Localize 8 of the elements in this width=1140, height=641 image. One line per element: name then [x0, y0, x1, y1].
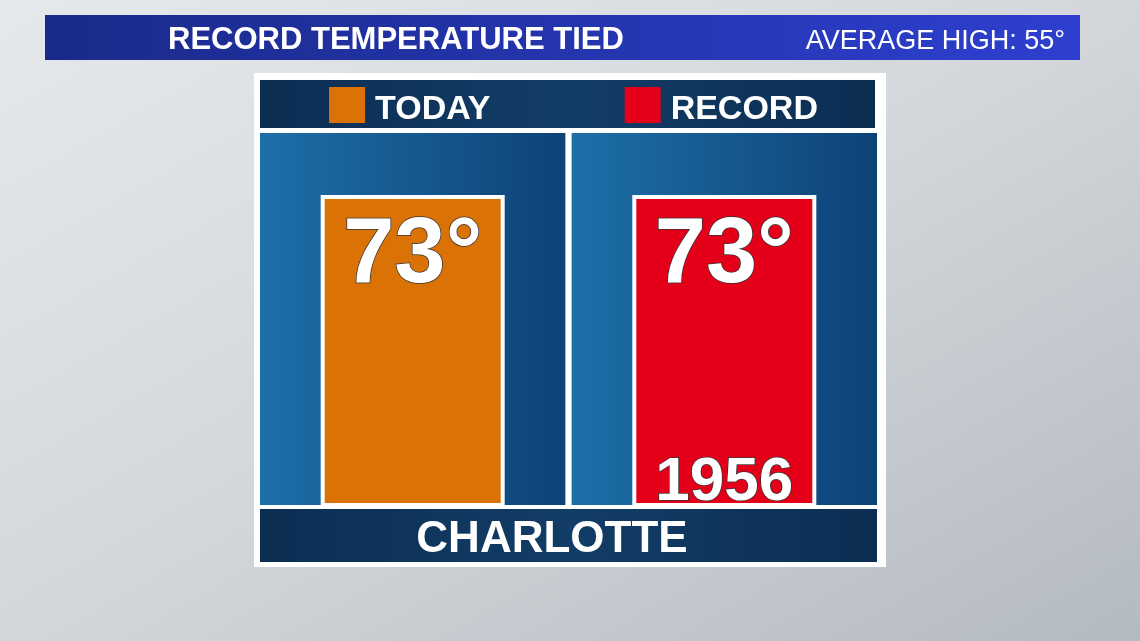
text: 1956 — [655, 444, 794, 513]
data-label: 73° — [654, 199, 794, 301]
x-tick-label: TODAY — [375, 88, 491, 126]
x-tick-label: RECORD — [670, 88, 818, 126]
data-label: 73° — [343, 199, 483, 301]
chart-title: RECORD TEMPERATURE TIED — [168, 21, 624, 56]
text: CHARLOTTE — [416, 512, 688, 561]
text: AVERAGE HIGH: 55° — [805, 25, 1065, 55]
